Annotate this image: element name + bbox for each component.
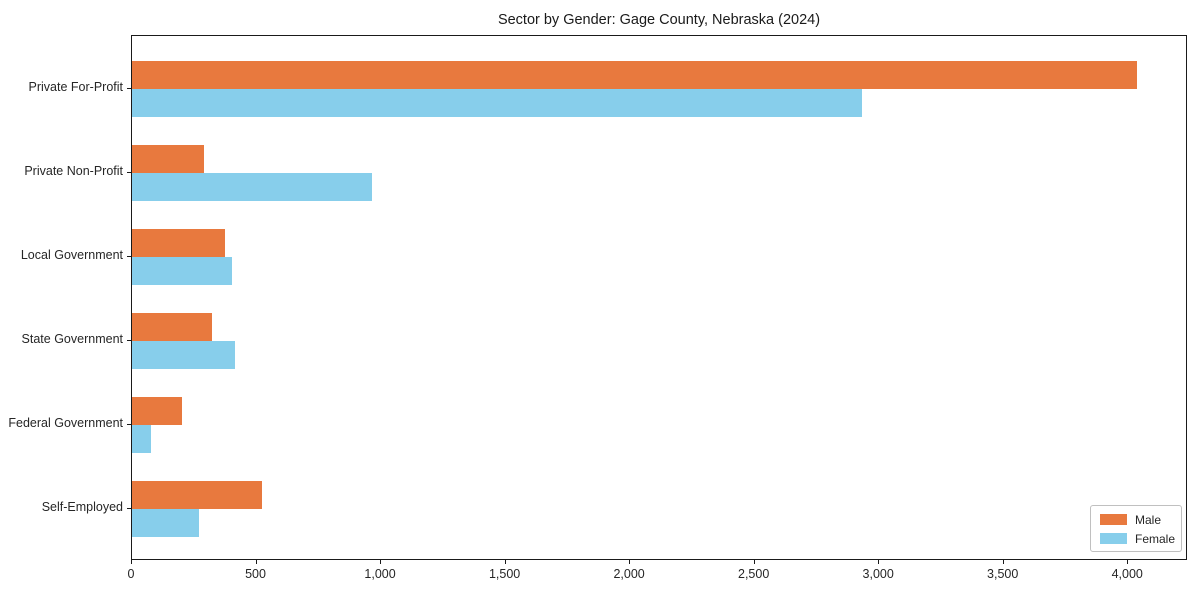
bar-male <box>132 313 212 341</box>
y-axis-label: Self-Employed <box>41 500 123 514</box>
x-tick-icon <box>878 560 880 564</box>
x-tick-icon <box>380 560 382 564</box>
y-tick-icon <box>127 340 131 341</box>
x-tick-label: 2,000 <box>613 567 645 581</box>
x-tick-label: 3,500 <box>987 567 1019 581</box>
y-axis-label: Local Government <box>20 248 123 262</box>
x-tick-icon <box>255 560 257 564</box>
y-axis-label: Federal Government <box>8 416 123 430</box>
x-tick-label: 500 <box>245 567 266 581</box>
bar-male <box>132 481 262 509</box>
y-tick-icon <box>127 172 131 173</box>
y-axis-label: Private Non-Profit <box>24 164 123 178</box>
y-axis-label: Private For-Profit <box>28 80 123 94</box>
legend-label-male: Male <box>1135 512 1162 527</box>
y-axis-label: State Government <box>21 332 123 346</box>
bar-male <box>132 145 204 173</box>
x-tick-label: 2,500 <box>738 567 770 581</box>
x-tick-icon <box>131 560 132 564</box>
bar-female <box>132 509 199 537</box>
bar-male <box>132 229 225 257</box>
y-tick-icon <box>127 508 131 509</box>
x-tick-label: 4,000 <box>1111 567 1143 581</box>
chart-title: Sector by Gender: Gage County, Nebraska … <box>497 12 821 28</box>
x-tick-icon <box>1127 560 1129 564</box>
x-tick-icon <box>629 560 631 564</box>
x-tick-icon <box>1002 560 1004 564</box>
legend-item-female: Female <box>1100 531 1176 546</box>
bar-male <box>132 397 182 425</box>
plot-area <box>131 35 1187 560</box>
y-tick-icon <box>127 424 131 425</box>
bar-female <box>132 89 862 117</box>
bar-female <box>132 341 235 369</box>
male-swatch-icon <box>1100 514 1127 525</box>
bar-female <box>132 257 232 285</box>
x-tick-label: 0 <box>127 567 135 581</box>
x-tick-label: 1,000 <box>364 567 396 581</box>
x-tick-icon <box>504 560 506 564</box>
x-tick-icon <box>753 560 755 564</box>
bar-male <box>132 61 1137 89</box>
x-tick-label: 3,000 <box>862 567 894 581</box>
y-tick-icon <box>127 256 131 257</box>
legend-label-female: Female <box>1135 531 1176 546</box>
legend: Male Female <box>1090 505 1182 552</box>
y-tick-icon <box>127 88 131 89</box>
bar-female <box>132 425 151 453</box>
female-swatch-icon <box>1100 533 1127 544</box>
bar-female <box>132 173 372 201</box>
legend-item-male: Male <box>1100 512 1173 527</box>
x-tick-label: 1,500 <box>488 567 521 581</box>
